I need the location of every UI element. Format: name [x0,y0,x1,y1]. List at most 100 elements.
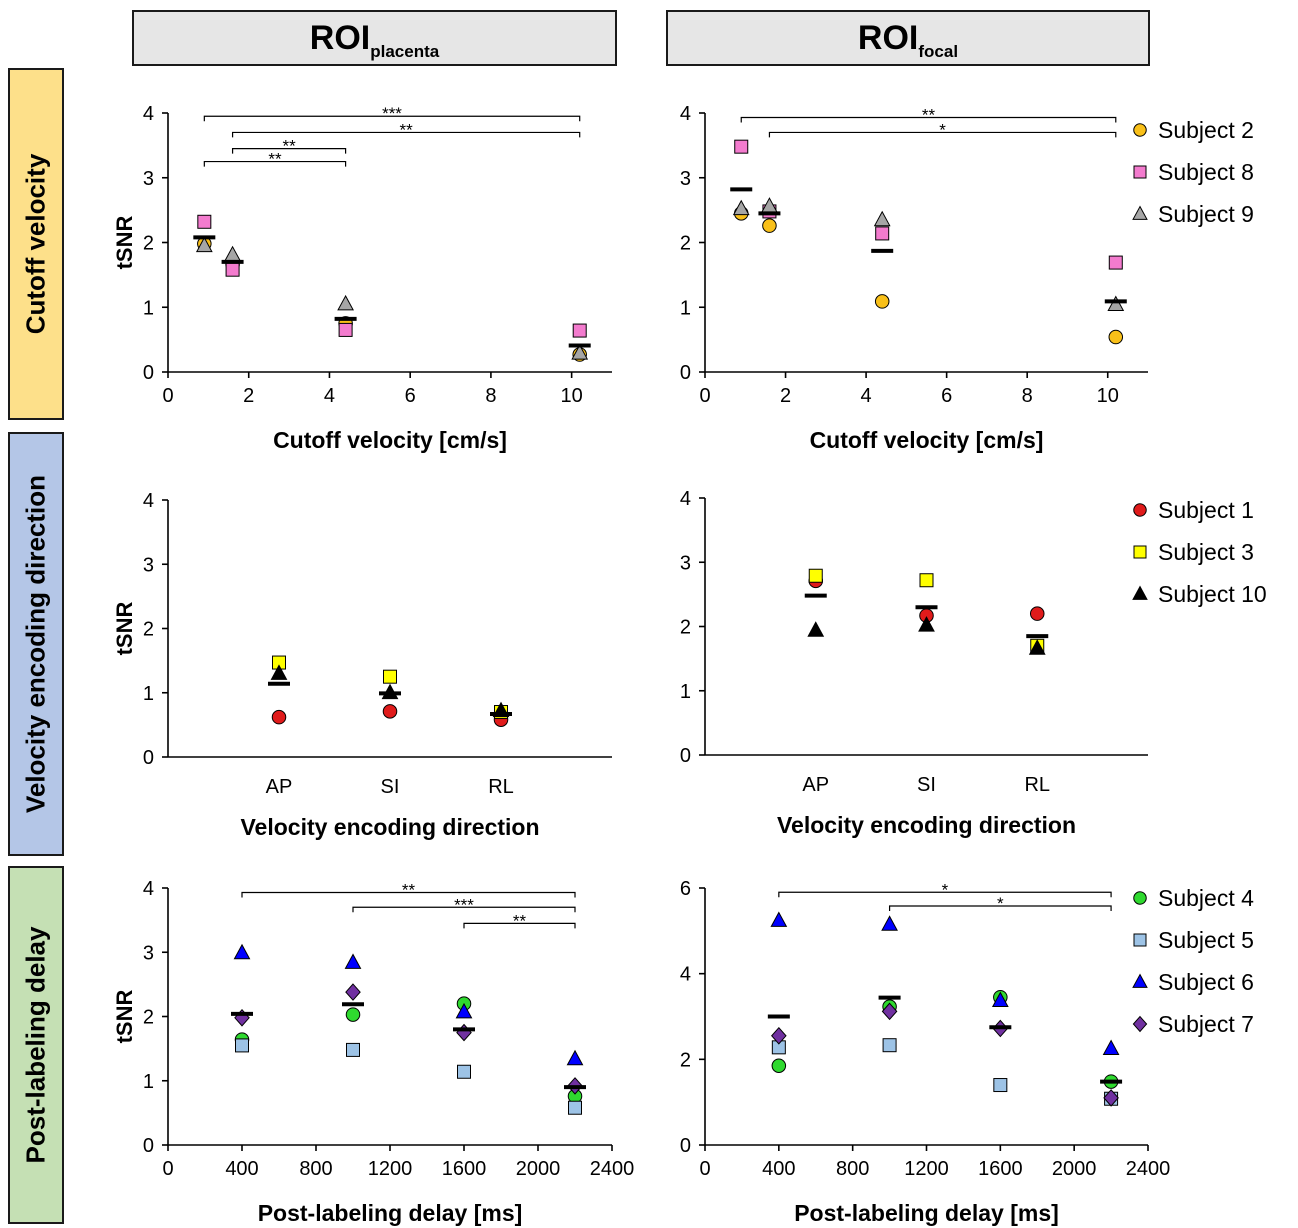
y-tick-label: 0 [143,747,154,769]
y-tick-label: 2 [143,233,154,255]
y-axis-title: tSNR [112,216,137,270]
y-axis-title: tSNR [112,602,137,656]
y-tick-label: 4 [143,878,154,900]
x-axis-title: Cutoff velocity [cm/s] [273,427,507,453]
x-tick-label: 6 [405,385,416,407]
legend-item: Subject 4 [1133,885,1254,911]
legend-item: Subject 6 [1132,969,1254,995]
marker-square [1133,933,1147,947]
y-axis-title: tSNR [112,990,137,1044]
significance-label: ** [922,106,936,125]
significance-bracket [352,906,576,913]
x-tick-label: AP [266,776,293,798]
marker-triangle [1132,973,1148,988]
significance-bracket [463,922,576,929]
x-axis-title: Cutoff velocity [cm/s] [810,427,1044,453]
marker-square [572,323,587,338]
marker-triangle [881,915,898,931]
marker-square [197,214,212,229]
x-tick-label: 2400 [590,1158,635,1180]
y-tick-label: 3 [143,554,154,576]
chart-pld-focal: 0 2 4 6 0 400 800 1200 1600 2000 2400 Post-labeling… [680,878,1170,1226]
legend-item: Subject 9 [1132,201,1254,227]
marker-circle [1133,503,1147,517]
x-axis-title: Velocity encoding direction [777,812,1076,838]
marker-circle [1133,123,1147,137]
significance-label: *** [454,895,474,914]
y-tick-label: 4 [680,488,691,510]
y-tick-label: 4 [680,103,691,125]
marker-square [1108,255,1123,270]
x-tick-label: 2400 [1126,1158,1171,1180]
series-subject-5 [235,1038,582,1115]
marker-triangle [337,294,354,311]
x-tick-label: 400 [762,1158,795,1180]
chart-direction-focal: 0 1 2 3 4 AP SI RL Velocity encoding direction [680,488,1148,838]
legend-label: Subject 6 [1158,969,1254,995]
x-tick-label: SI [917,774,936,796]
x-tick-label: 2000 [1052,1158,1097,1180]
series-subject-6 [770,911,1120,1055]
legend-item: Subject 1 [1133,497,1254,523]
series-subject-6 [233,943,584,1066]
legend-label: Subject 7 [1158,1011,1254,1037]
legend-item: Subject 8 [1133,159,1254,185]
marker-triangle [1132,585,1148,600]
series-subject-1 [271,704,509,727]
legend-item: Subject 2 [1133,117,1254,143]
significance-label: * [997,894,1004,913]
y-tick-label: 0 [143,1135,154,1157]
marker-triangle [571,344,589,360]
marker-square [1133,165,1147,179]
series-subject-7 [771,1002,1119,1107]
legend-row-3: Subject 4 Subject 5 Subject 6 Subject 7 [1132,885,1254,1037]
x-tick-label: AP [802,774,829,796]
marker-circle [762,218,777,233]
marker-square [225,262,240,277]
legend-item: Subject 10 [1132,581,1267,607]
chart-cutoff-focal: 0 1 2 3 4 0 2 4 6 8 10 Cutoff velocity [cm/s] *** [680,103,1148,453]
series-subject-10 [807,616,1046,655]
legend-row-1: Subject 2 Subject 8 Subject 9 [1132,117,1254,227]
legend-label: Subject 10 [1158,581,1267,607]
significance-label: * [942,880,949,899]
marker-triangle [732,199,750,216]
y-tick-label: 2 [143,619,154,641]
marker-circle [382,704,398,719]
legend-label: Subject 8 [1158,159,1254,185]
marker-square [457,1064,471,1079]
column-header-subscript: focal [918,42,959,61]
marker-square [808,568,823,583]
marker-circle [874,294,890,309]
y-tick-label: 1 [143,683,154,705]
marker-diamond [345,983,361,1001]
marker-triangle [991,991,1009,1008]
x-tick-label: 8 [1022,385,1033,407]
x-axis-title: Post-labeling delay [ms] [794,1200,1059,1226]
significance-label: ** [513,911,527,930]
marker-circle [345,1007,361,1022]
marker-circle [1133,891,1147,905]
significance-label: ** [400,120,414,139]
marker-triangle [918,616,935,632]
chart-direction-placenta: 0 1 2 3 4 AP SI RL Velocity encoding direction tS… [112,490,612,840]
y-tick-label: 2 [680,617,691,639]
series-subject-5 [771,1038,1119,1106]
significance-bracket [203,160,347,167]
marker-triangle [270,664,288,680]
marker-triangle [1107,295,1125,312]
x-tick-label: 8 [485,385,496,407]
significance-bracket [231,148,347,154]
y-tick-label: 4 [143,490,154,512]
marker-triangle [1028,639,1046,655]
x-tick-label: RL [488,776,514,798]
legend-label: Subject 3 [1158,539,1254,565]
x-axis-title: Velocity encoding direction [240,814,539,840]
marker-square [882,1038,897,1053]
legend-label: Subject 1 [1158,497,1254,523]
y-tick-label: 3 [143,168,154,190]
significance-bracket [241,891,576,898]
x-tick-label: 2000 [516,1158,561,1180]
marker-circle [1108,329,1124,345]
marker-circle [771,1058,787,1074]
